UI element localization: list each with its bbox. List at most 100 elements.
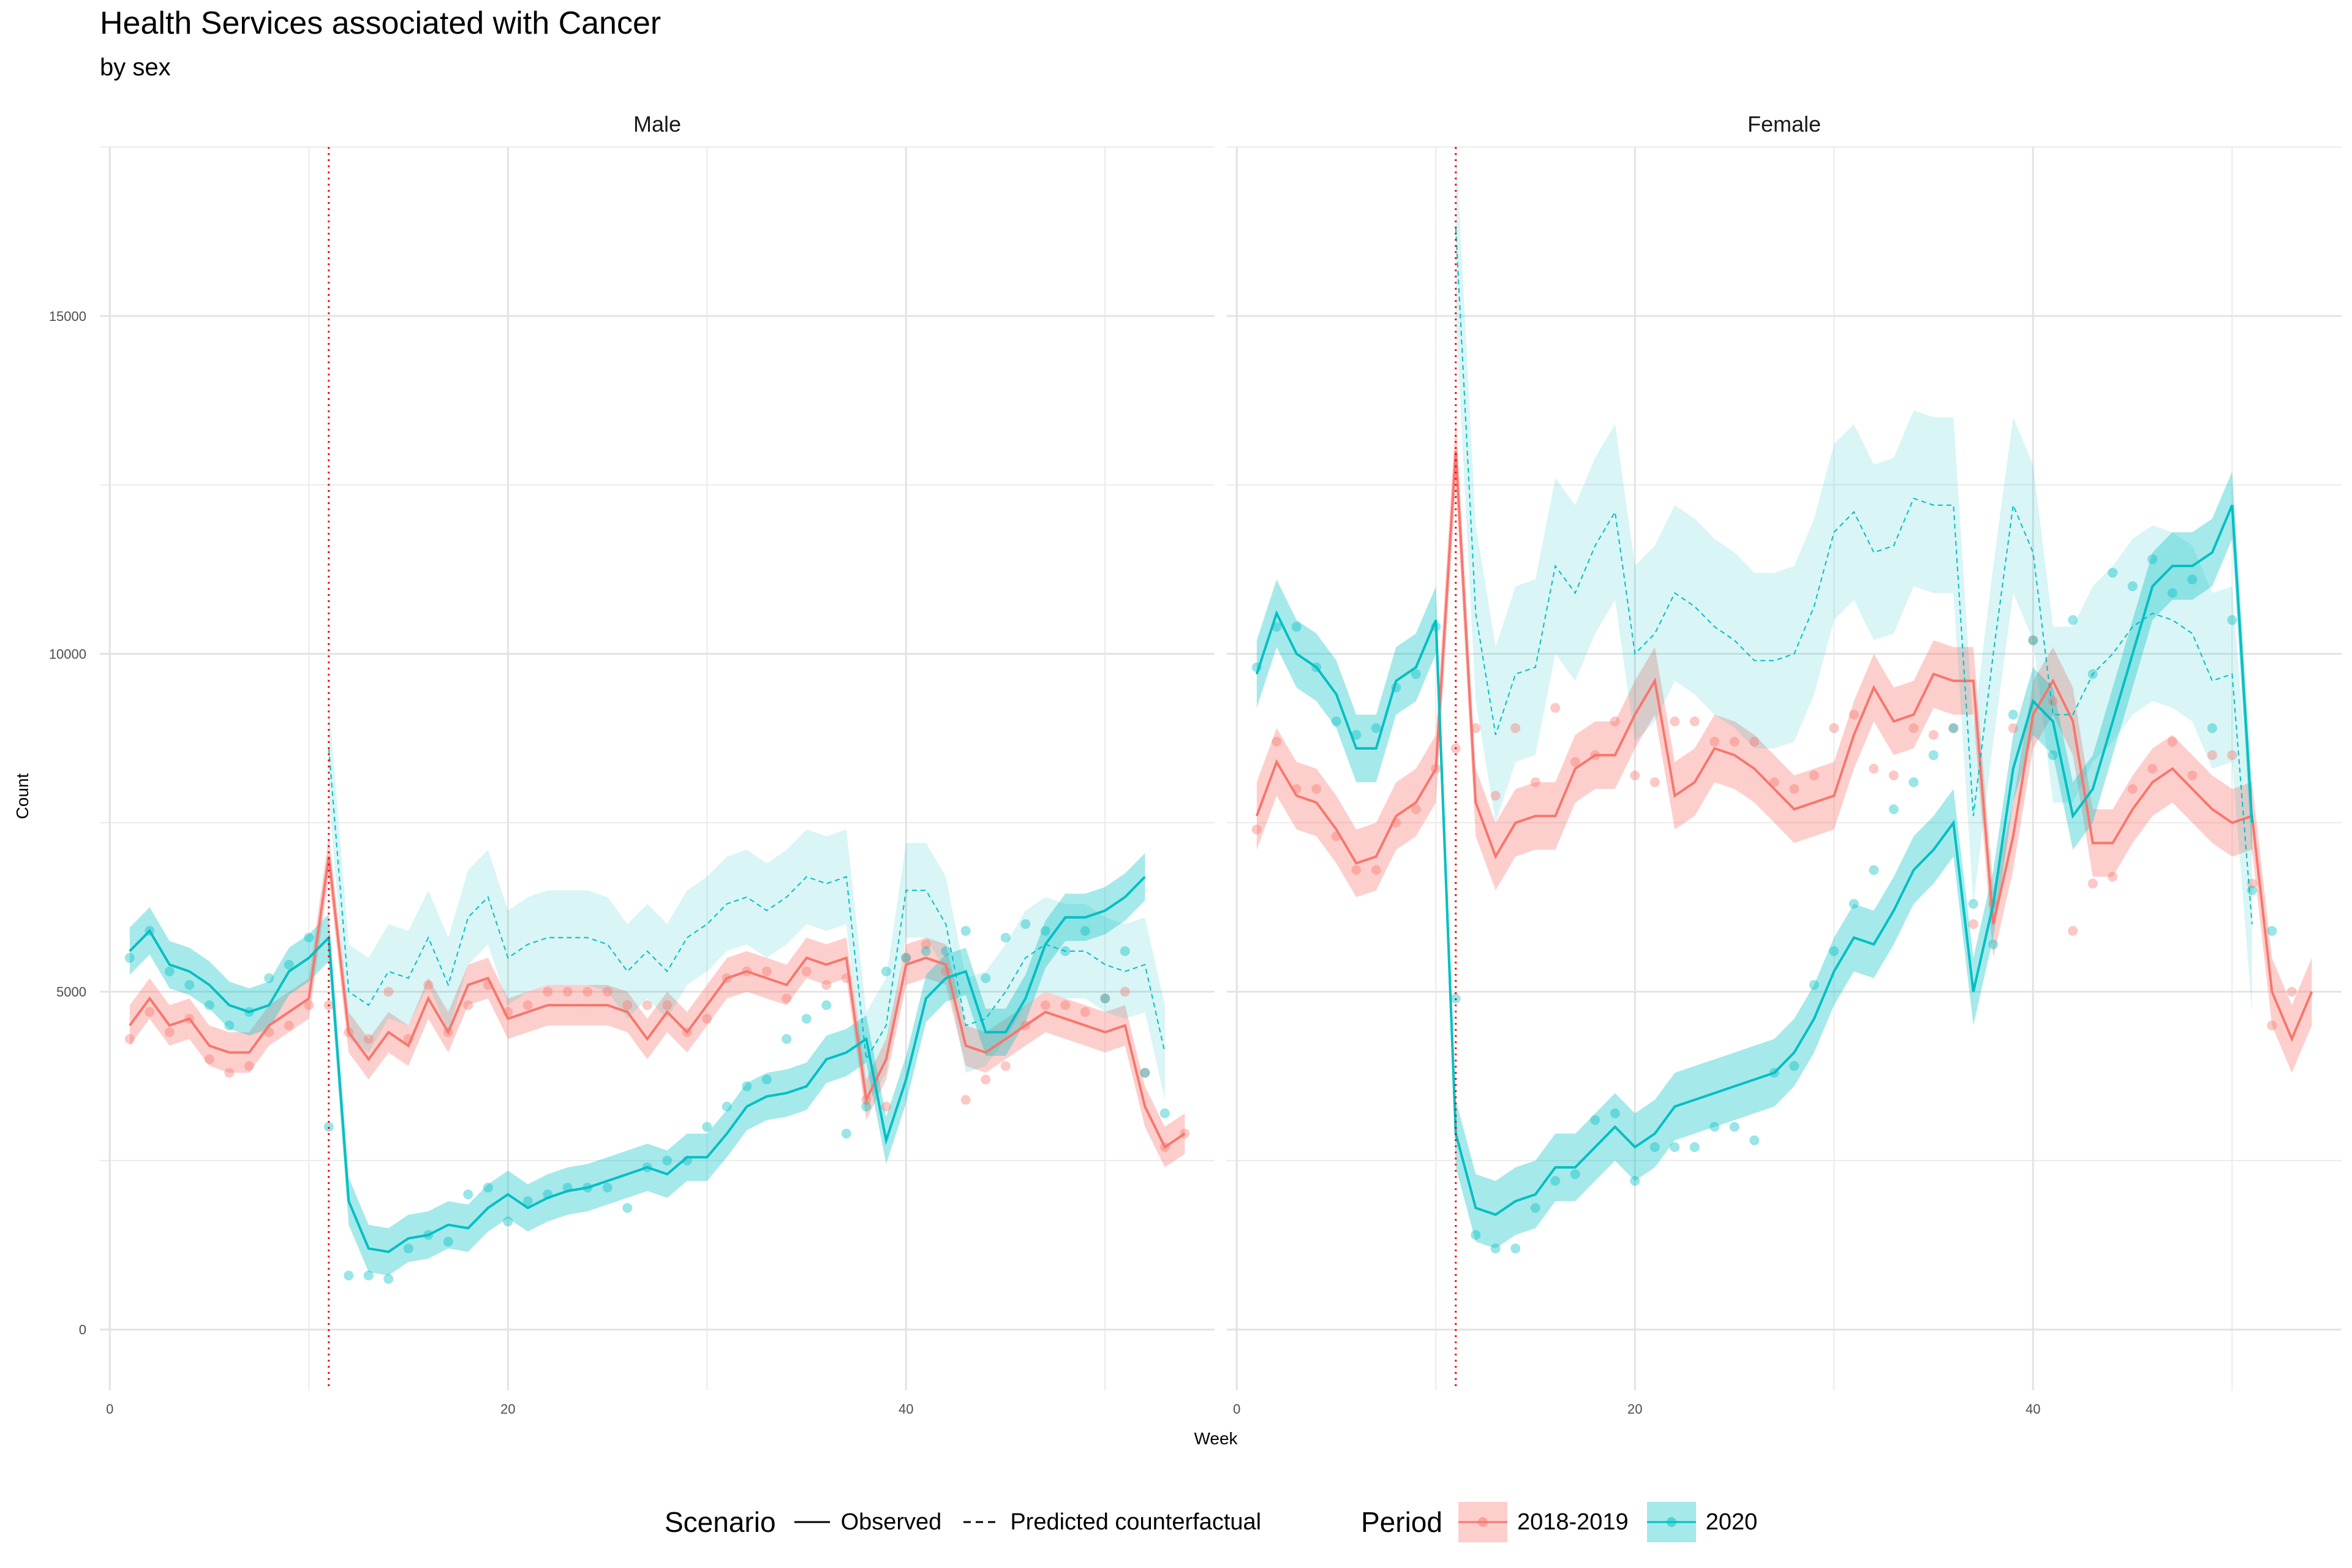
point-male-2018-2019 [801,966,812,976]
point-female-2020 [1968,899,1978,909]
point-male-2020 [383,1273,394,1284]
line-male-2020-counterfactual [328,748,1166,1061]
panel-title-female: Female [1747,111,1821,137]
period-2020-key-icon [1646,1502,1696,1542]
x-tick-label: 20 [1627,1401,1642,1417]
line-male-2020-observed [129,876,1146,1253]
point-female-2018-2019 [2068,925,2078,936]
point-female-2020 [1789,1061,1800,1071]
chart-canvas: Male 0 20 40 0 5000 10000 15000 Female 0 20 40 Week… [13,111,2342,1448]
point-female-2018-2019 [1689,716,1700,726]
point-female-2018-2019 [1670,716,1680,726]
point-male-2018-2019 [543,987,553,997]
point-male-2018-2019 [960,1095,971,1105]
point-male-2020 [801,1014,812,1024]
point-female-2018-2019 [1789,784,1800,794]
point-male-2020 [463,1189,473,1200]
point-male-2018-2019 [284,1020,294,1031]
point-male-2018-2019 [1080,1007,1090,1017]
y-tick-label: 5000 [56,984,86,1000]
point-female-2018-2019 [1968,919,1978,929]
counterfactual-key-icon [963,1521,1000,1523]
point-female-2020 [1928,750,1939,760]
point-female-2018-2019 [1869,764,1879,774]
band-female-2020-counterfactual [1455,140,2252,1012]
point-female-2020 [2127,581,2138,592]
point-female-2020 [1888,804,1899,815]
point-male-2020 [782,1034,792,1044]
panels-layer: Male 0 20 40 0 5000 10000 15000 Female 0 20 40 [49,111,2342,1417]
point-male-2018-2019 [642,1000,652,1011]
point-female-2020 [1988,939,1999,949]
point-male-2018-2019 [582,987,593,997]
point-male-2018-2019 [1040,1000,1050,1011]
point-female-2020 [1709,1121,1720,1132]
line-male-2018-2019-observed [129,856,1186,1149]
point-male-2020 [164,966,175,976]
point-male-2018-2019 [164,1027,175,1038]
point-female-2018-2019 [2008,723,2018,733]
point-female-2018-2019 [1630,771,1640,781]
point-female-2020 [1490,1243,1501,1254]
panel-female: Female 0 20 40 [1227,111,2342,1417]
point-male-2020 [1040,925,1050,936]
point-female-2018-2019 [1749,736,1760,747]
point-female-2020 [1550,1175,1561,1186]
point-male-2020 [1140,1068,1150,1078]
point-female-2018-2019 [1948,723,1959,733]
point-female-2020 [2028,635,2038,646]
point-male-2020 [941,946,951,956]
point-female-2020 [1749,1135,1760,1145]
point-female-2018-2019 [1909,723,1919,733]
x-tick-label: 0 [1233,1401,1240,1417]
point-male-2020 [224,1020,235,1031]
point-male-2018-2019 [145,1007,155,1017]
point-female-2020 [1829,946,1839,956]
point-male-2018-2019 [881,1101,891,1112]
point-female-2018-2019 [1849,709,1859,720]
point-female-2020 [2167,588,2177,598]
point-male-2018-2019 [622,1000,633,1011]
scenario-legend-observed: Observed [840,1509,942,1535]
point-male-2018-2019 [423,980,434,990]
point-female-2018-2019 [1570,756,1580,767]
band-male-2020-observed [129,853,1145,1276]
point-male-2020 [761,1074,772,1085]
point-female-2018-2019 [2028,635,2038,646]
point-male-2018-2019 [921,939,931,949]
point-female-2018-2019 [2108,872,2118,882]
point-female-2018-2019 [2286,987,2297,997]
point-male-2020 [124,952,135,963]
point-female-2020 [1649,1142,1660,1152]
point-female-2020 [1689,1142,1700,1152]
line-female-2020-observed [1255,504,2253,1216]
point-male-2020 [443,1237,453,1247]
point-female-2020 [1331,716,1341,726]
point-male-2020 [901,952,911,963]
y-tick-label: 10000 [49,646,86,662]
period-legend-title: Period [1361,1506,1442,1538]
point-male-2020 [1080,925,1090,936]
point-female-2020 [1909,777,1919,788]
line-female-2018-2019-observed [1255,451,2313,1042]
point-female-2018-2019 [2187,771,2198,781]
point-male-2018-2019 [1060,1000,1071,1011]
point-male-2020 [1000,932,1011,943]
point-male-2020 [522,1196,533,1207]
panel-title-male: Male [633,111,681,137]
point-female-2018-2019 [1351,865,1362,875]
point-female-2018-2019 [1272,736,1282,747]
point-male-2020 [363,1270,374,1281]
point-male-2018-2019 [782,993,792,1004]
point-female-2018-2019 [1649,777,1660,788]
point-female-2020 [1670,1142,1680,1152]
point-female-2020 [1849,899,1859,909]
line-female-2020-counterfactual [1455,228,2253,924]
point-male-2018-2019 [463,1000,473,1011]
point-male-2020 [722,1101,732,1112]
point-female-2020 [2227,615,2237,625]
point-male-2020 [483,1183,493,1193]
point-female-2020 [2267,925,2277,936]
point-male-2020 [323,1121,334,1132]
point-male-2018-2019 [1140,1068,1150,1078]
